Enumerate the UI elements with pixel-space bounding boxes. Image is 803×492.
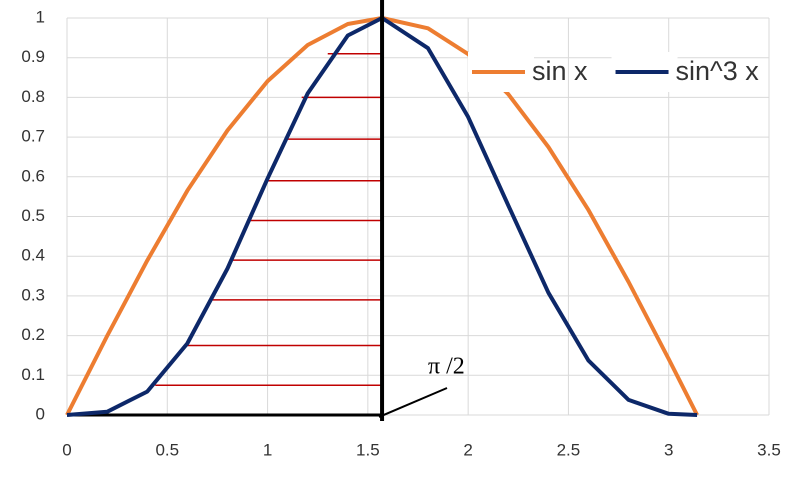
- x-tick-label: 0: [62, 440, 71, 459]
- y-tick-label: 0.6: [21, 166, 45, 185]
- legend-label: sin x: [532, 56, 588, 86]
- y-tick-label: 0: [36, 404, 45, 423]
- x-tick-label: 3: [664, 440, 673, 459]
- annotation: π /2: [428, 354, 465, 380]
- y-tick-label: 0.3: [21, 285, 45, 304]
- y-tick-label: 0.7: [21, 127, 45, 146]
- legend: sin x sin^3 x: [468, 52, 759, 92]
- x-tick-label: 2.5: [557, 440, 581, 459]
- x-tick-label: 3.5: [757, 440, 781, 459]
- y-tick-label: 0.9: [21, 47, 45, 66]
- annotation-arrow: [378, 387, 448, 418]
- plot: 0 0.1 0.2 0.3 0.4 0.5 0.6 0.7 0.8 0.9 1 0 0.5 1 1.5 2 2.…: [21, 0, 781, 459]
- x-tick-label: 0.5: [155, 440, 179, 459]
- y-tick-label: 0.8: [21, 87, 45, 106]
- y-tick-label: 1: [36, 7, 45, 26]
- x-tick-label: 2: [463, 440, 472, 459]
- legend-label: sin^3 x: [676, 56, 760, 86]
- y-tick-label: 0.2: [21, 325, 45, 344]
- x-tick-label: 1: [263, 440, 272, 459]
- y-tick-label: 0.5: [21, 206, 45, 225]
- y-tick-label: 0.1: [21, 365, 45, 384]
- y-tick-label: 0.4: [21, 246, 45, 265]
- x-tick-label: 1.5: [356, 440, 380, 459]
